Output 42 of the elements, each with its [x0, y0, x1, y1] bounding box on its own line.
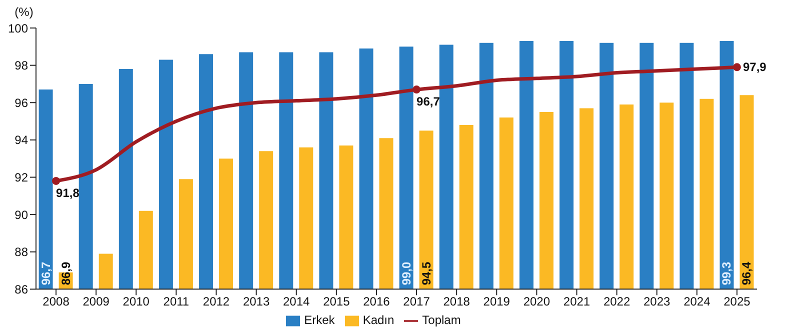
- data-label: 99,3: [720, 261, 734, 286]
- data-label: 97,9: [742, 60, 767, 74]
- legend-label: Kadın: [362, 313, 394, 328]
- x-tick-label: 2011: [163, 294, 190, 309]
- x-tick-label: 2023: [644, 294, 671, 309]
- legend-label: Erkek: [304, 313, 335, 328]
- x-tick-label: 2020: [523, 294, 550, 309]
- point: [412, 86, 421, 94]
- x-tick-label: 2015: [323, 294, 350, 309]
- x-tick-label: 2021: [563, 294, 590, 309]
- x-tick-label: 2022: [603, 294, 630, 309]
- point: [732, 63, 741, 72]
- y-tick-label: 90: [14, 208, 28, 222]
- data-label: 99,0: [399, 261, 414, 286]
- x-tick-label: 2017: [403, 294, 430, 309]
- data-label: 86,9: [58, 261, 73, 286]
- point: [52, 176, 60, 185]
- data-label: 96,7: [416, 94, 440, 109]
- data-label: 96,4: [740, 261, 754, 286]
- x-tick-label: 2013: [242, 294, 270, 309]
- x-tick-label: 2018: [443, 294, 470, 309]
- y-tick-label: 94: [14, 133, 28, 148]
- x-tick-label: 2010: [122, 294, 150, 309]
- x-tick-label: 2025: [724, 294, 751, 309]
- x-tick-label: 2008: [42, 294, 70, 309]
- y-tick-label: 88: [14, 245, 28, 260]
- legend-label: Toplam: [422, 313, 461, 328]
- y-tick-label: 96: [14, 96, 28, 110]
- y-tick-label: 86: [14, 282, 28, 296]
- data-label: 94,5: [419, 261, 434, 286]
- y-tick-label: 98: [14, 58, 28, 73]
- y-tick-label: 92: [14, 170, 28, 184]
- x-tick-label: 2024: [684, 294, 711, 309]
- x-tick-label: 2012: [202, 294, 230, 309]
- x-tick-label: 2014: [283, 294, 310, 309]
- y-axis-title: (%): [14, 5, 34, 19]
- data-label: 96,7: [38, 261, 53, 286]
- data-label: 91,8: [56, 186, 80, 200]
- x-tick-label: 2009: [82, 294, 110, 309]
- y-tick-label: 100: [8, 21, 28, 36]
- x-tick-label: 2019: [483, 294, 510, 309]
- x-tick-label: 2016: [363, 294, 390, 309]
